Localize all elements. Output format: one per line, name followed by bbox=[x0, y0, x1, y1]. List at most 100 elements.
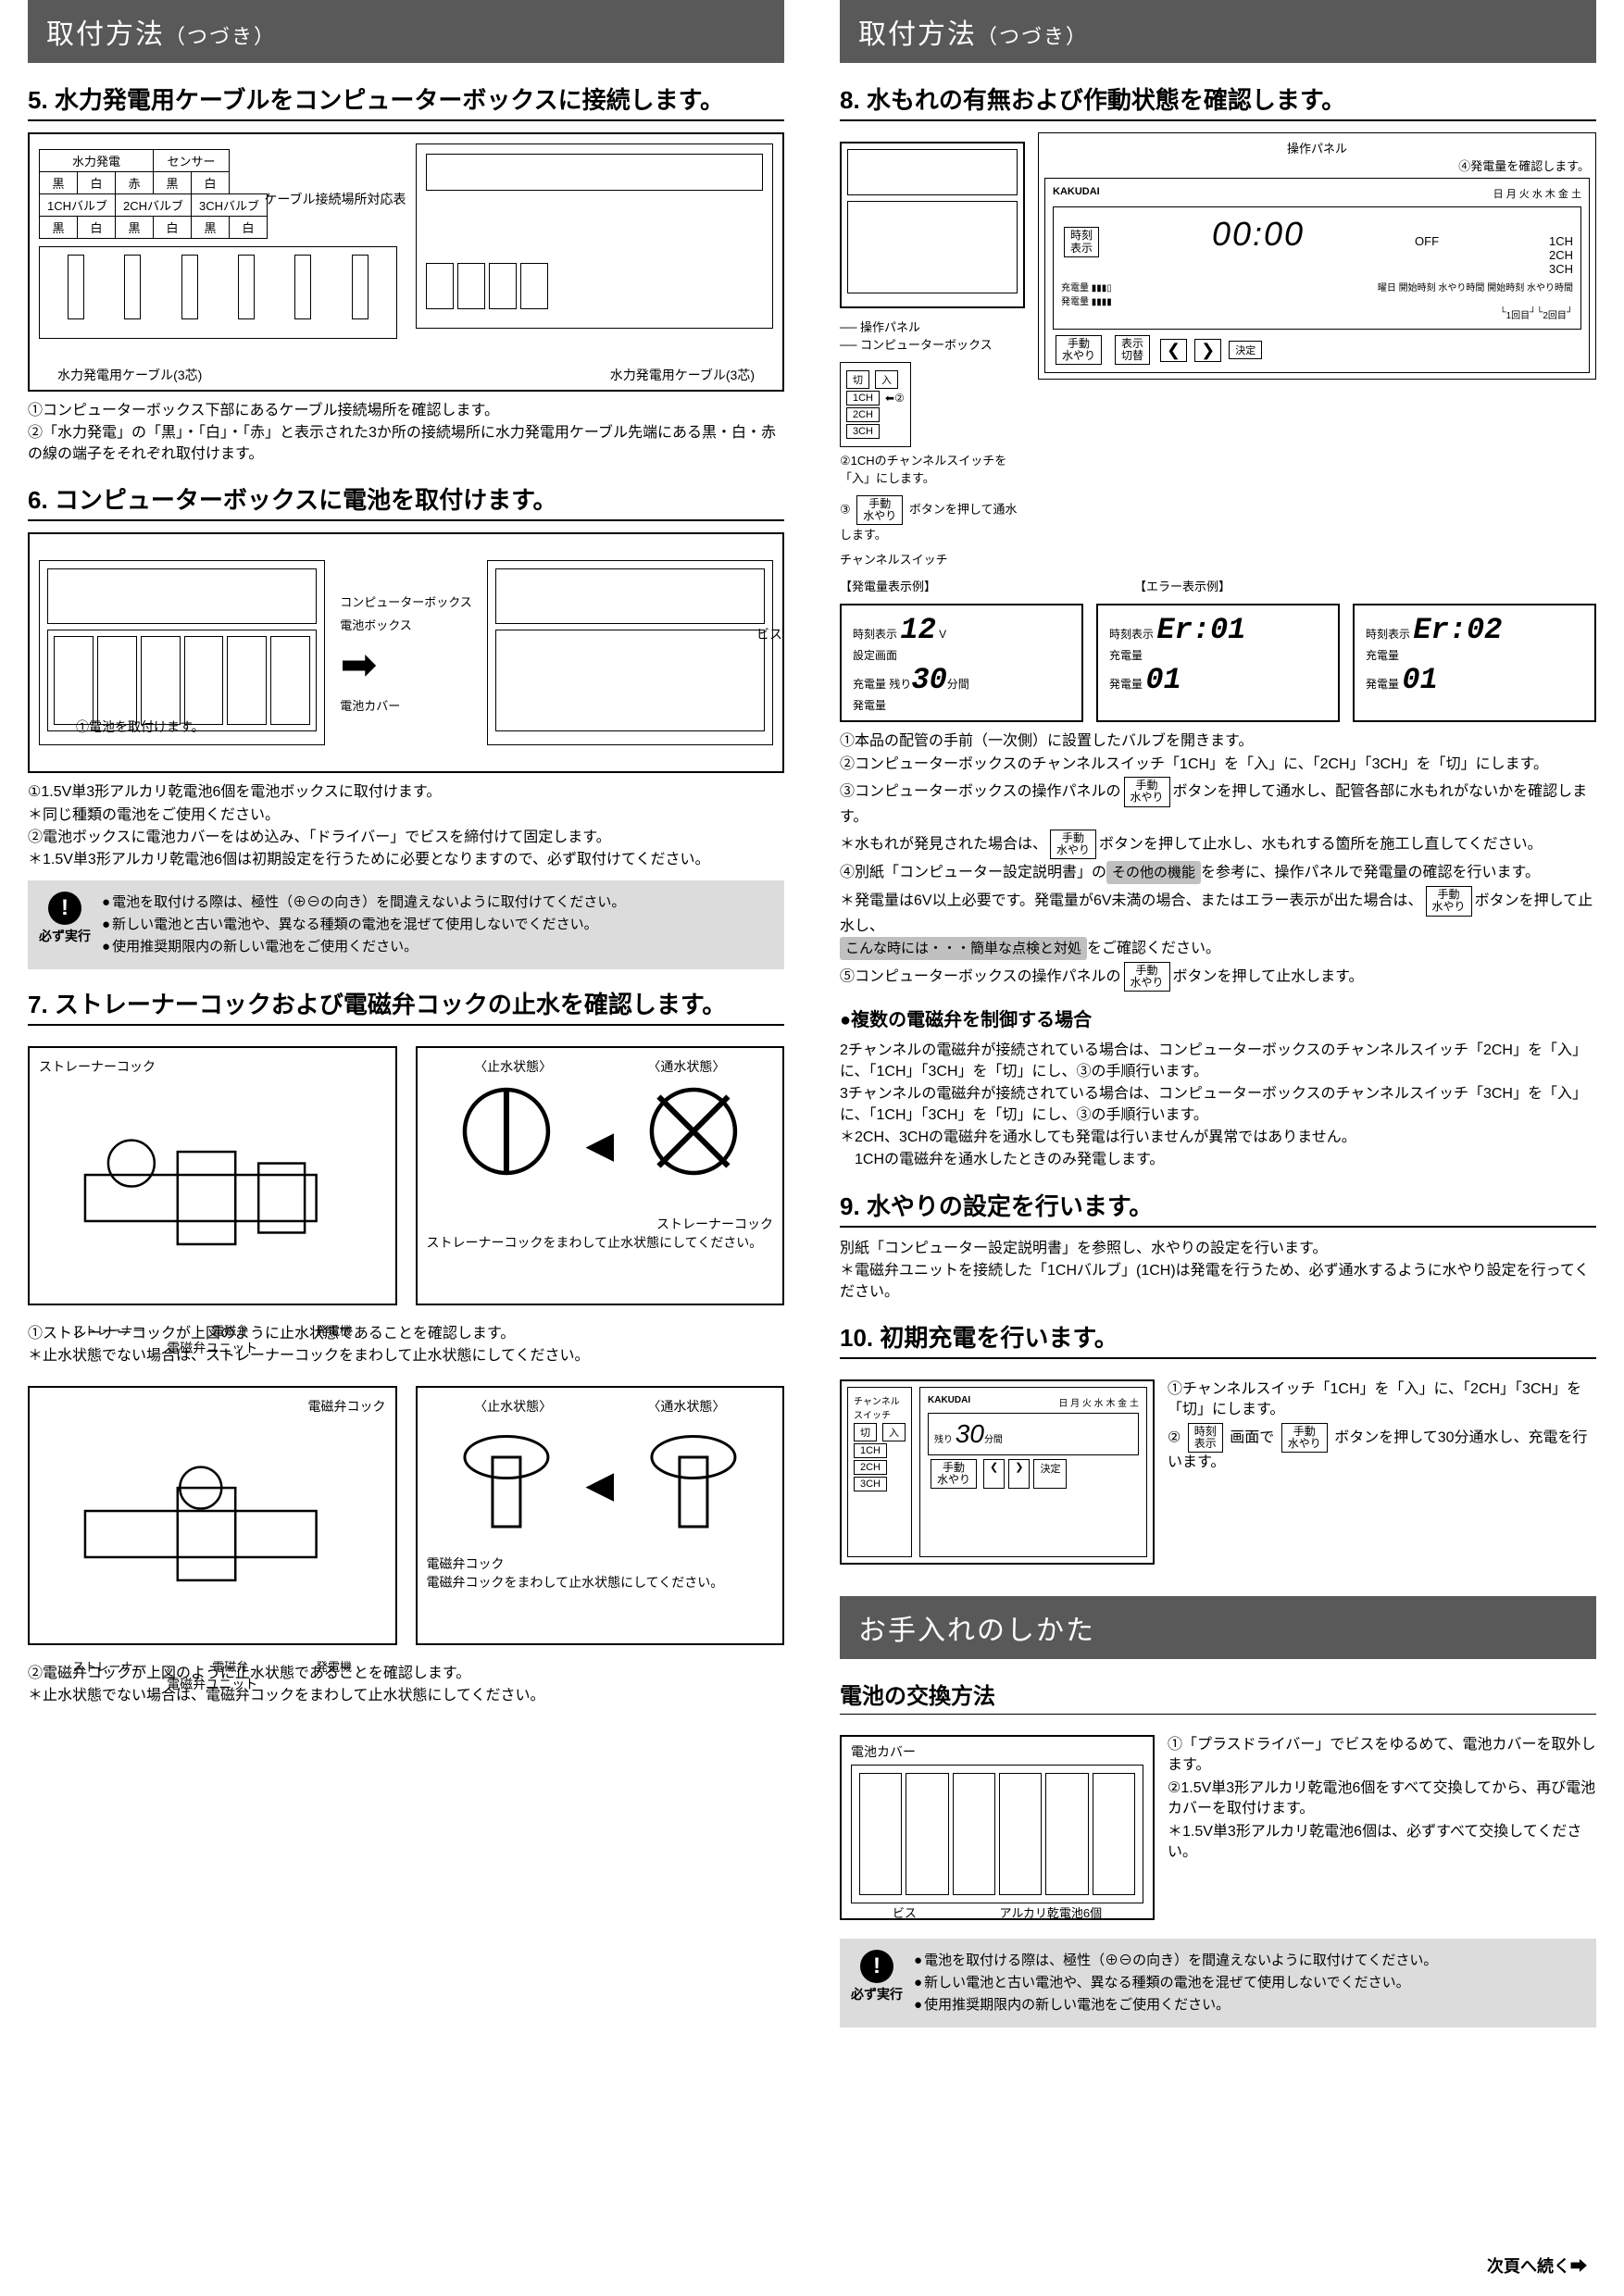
s6n2: 新しい電池と古い電池や、異なる種類の電池を混ぜて使用しないでください。 bbox=[102, 914, 625, 936]
mc2: ②1.5V単3形アルカリ乾電池6個をすべて交換してから、再び電池カバーを取付けま… bbox=[1168, 1778, 1596, 1820]
s10-ch-switch: チャンネルスイッチ 切入 1CH 2CH 3CH bbox=[847, 1387, 912, 1557]
m-batt: アルカリ乾電池6個 bbox=[999, 1903, 1102, 1921]
ch2-switch[interactable]: 2CH bbox=[846, 407, 880, 422]
s8m4: 1CHの電磁弁を通水したときのみ発電します。 bbox=[840, 1150, 1596, 1170]
s10-ch2[interactable]: 2CH bbox=[854, 1460, 887, 1475]
s6-lbl-screw: ビス bbox=[756, 625, 782, 643]
section5-title: 5. 水力発電用ケーブルをコンピューターボックスに接続します。 bbox=[28, 81, 784, 121]
tv-4: 白 bbox=[154, 217, 192, 239]
s8-lbl-box-arrow: ── コンピューターボックス bbox=[840, 335, 1025, 353]
s8c4: ④別紙「コンピューター設定説明書」のその他の機能を参考に、操作パネルで発電量の確… bbox=[840, 861, 1596, 884]
section10-title: 10. 初期充電を行います。 bbox=[840, 1319, 1596, 1359]
s6c2: ＊同じ種類の電池をご使用ください。 bbox=[28, 805, 784, 826]
label-cable-right: 水力発電用ケーブル(3芯) bbox=[610, 366, 755, 384]
s8m3: ＊2CH、3CHの電磁弁を通水しても発電は行いませんが異常ではありません。 bbox=[840, 1128, 1596, 1148]
s7-lbl-strainer-cock: ストレーナーコック bbox=[39, 1057, 386, 1076]
s7-lbl-valve: 電磁弁 bbox=[212, 1321, 248, 1339]
tv-1: 黒 bbox=[40, 217, 78, 239]
s8-step4: ④発電量を確認します。 bbox=[1044, 156, 1590, 174]
s7-lbl-valve2: 電磁弁 bbox=[212, 1657, 248, 1675]
s7-lbl-gen: 発電機 bbox=[316, 1321, 352, 1339]
next-btn[interactable]: ❯ bbox=[1194, 339, 1221, 362]
s8-lbl-panel-arrow: ── 操作パネル bbox=[840, 318, 1025, 335]
s9c2: ＊電磁弁ユニットを接続した「1CHバルブ」(1CH)は発電を行うため、必ず通水す… bbox=[840, 1261, 1596, 1303]
maint-captions: ①「プラスドライバー」でビスをゆるめて、電池カバーを取外します。 ②1.5V単3… bbox=[1168, 1735, 1596, 1920]
ch1-switch[interactable]: 1CH bbox=[846, 391, 880, 406]
note-label: 必ず実行 bbox=[39, 927, 91, 945]
s10-val: 30 bbox=[956, 1419, 984, 1448]
gen-ex-title: 【発電量表示例】 bbox=[840, 577, 936, 594]
s7-stop: 〈止水状態〉 bbox=[474, 1057, 552, 1076]
prev-btn[interactable]: ❮ bbox=[1160, 339, 1187, 362]
s10-manual[interactable]: 手動水やり bbox=[931, 1459, 977, 1489]
s10c2: ② 時刻表示 画面で 手動水やり ボタンを押して30分通水し、充電を行います。 bbox=[1168, 1423, 1596, 1474]
header-sub: （つづき） bbox=[165, 25, 276, 48]
s8-multi-title: ●複数の電磁弁を制御する場合 bbox=[840, 1004, 1596, 1031]
manual-btn-inline4: 手動水やり bbox=[1124, 962, 1170, 992]
s10-diagram: チャンネルスイッチ 切入 1CH 2CH 3CH KAKUDAI 日 月 火 水… bbox=[840, 1379, 1155, 1565]
tv-5: 黒 bbox=[192, 217, 230, 239]
maintenance-note: ! 必ず実行 電池を取付ける際は、極性（⊕⊖の向き）を間違えないように取付けてく… bbox=[840, 1939, 1596, 2028]
exclamation-icon: ! bbox=[48, 892, 81, 925]
ch3-switch[interactable]: 3CH bbox=[846, 424, 880, 439]
decide-btn[interactable]: 決定 bbox=[1229, 341, 1262, 359]
s10-chlabel: チャンネルスイッチ bbox=[854, 1393, 906, 1421]
section7-title: 7. ストレーナーコックおよび電磁弁コックの止水を確認します。 bbox=[28, 986, 784, 1026]
s10-ch1[interactable]: 1CH bbox=[854, 1443, 887, 1458]
section6-title: 6. コンピューターボックスに電池を取付けます。 bbox=[28, 481, 784, 521]
maint-diagram: 電池カバー ビス アルカリ乾電池6個 bbox=[840, 1735, 1155, 1920]
right-header: 取付方法（つづき） bbox=[840, 0, 1596, 63]
t-1ch: 1CHバルブ bbox=[40, 194, 116, 217]
s10-decide[interactable]: 決定 bbox=[1033, 1459, 1067, 1489]
t-r: 赤 bbox=[116, 172, 154, 194]
clock-display-btn: 時刻表示 bbox=[1064, 227, 1099, 256]
s7-lbl-vc2: 電磁弁コック bbox=[427, 1554, 774, 1573]
manual-btn-inline2: 手動水やり bbox=[1050, 830, 1096, 859]
s10-next[interactable]: ❯ bbox=[1008, 1459, 1030, 1489]
s10-ch3[interactable]: 3CH bbox=[854, 1477, 887, 1491]
mc1: ①「プラスドライバー」でビスをゆるめて、電池カバーを取外します。 bbox=[1168, 1735, 1596, 1777]
s7-diagram1-left: ストレーナーコック ストレーナー 電磁弁 発電機 電磁弁ユニット bbox=[28, 1046, 397, 1305]
s6n3: 使用推奨期限内の新しい電池をご使用ください。 bbox=[102, 936, 625, 958]
highlight-trouble: こんな時には・・・簡単な点検と対処 bbox=[840, 937, 1087, 960]
mn1: 電池を取付ける際は、極性（⊕⊖の向き）を間違えないように取付けてください。 bbox=[914, 1950, 1437, 1972]
s7-lbl-vc: 電磁弁コック bbox=[39, 1397, 386, 1416]
manual-btn-inline3: 手動水やり bbox=[1426, 886, 1472, 916]
section5-captions: ①コンピューターボックス下部にあるケーブル接続場所を確認します。 ②「水力発電」… bbox=[28, 401, 784, 465]
s5c2: ②「水力発電」の「黒」・「白」・「赤」と表示された3か所の接続場所に水力発電用ケ… bbox=[28, 423, 784, 465]
brand-label: KAKUDAI bbox=[1053, 186, 1100, 201]
manual-button-icon[interactable]: 手動水やり bbox=[856, 495, 903, 525]
s10-prev[interactable]: ❮ bbox=[983, 1459, 1005, 1489]
tv-6: 白 bbox=[230, 217, 268, 239]
section8-title: 8. 水もれの有無および作動状態を確認します。 bbox=[840, 81, 1596, 121]
s10-days: 日 月 火 水 木 金 土 bbox=[1058, 1395, 1139, 1409]
mn2: 新しい電池と古い電池や、異なる種類の電池を混ぜて使用しないでください。 bbox=[914, 1972, 1437, 1994]
s7-lbl-strainer: ストレーナー bbox=[72, 1321, 144, 1339]
s7-diagram2-right: 〈止水状態〉 〈通水状態〉 ◀ 電磁弁コック 電磁弁コックをまわして止水状態にし… bbox=[416, 1386, 785, 1645]
disp-btn[interactable]: 表示切替 bbox=[1115, 335, 1150, 365]
t-b: 黒 bbox=[40, 172, 78, 194]
channel-switch: 切入 1CH⬅② 2CH 3CH bbox=[840, 362, 911, 447]
tv-2: 白 bbox=[78, 217, 116, 239]
section6-diagram: ①電池を取付けます。 コンピューターボックス 電池ボックス ➡ 電池カバー ビス bbox=[28, 532, 784, 773]
s7-lbl-sc2: ストレーナーコック bbox=[427, 1215, 774, 1233]
manual-btn[interactable]: 手動水やり bbox=[1056, 335, 1102, 365]
on-label: 入 bbox=[875, 370, 898, 389]
section9-title: 9. 水やりの設定を行います。 bbox=[840, 1188, 1596, 1228]
s8c1: ①本品の配管の手前（一次側）に設置したバルブを開きます。 bbox=[840, 731, 1596, 752]
s6-lbl-battery: 電池ボックス bbox=[340, 616, 472, 633]
s6c1: ①1.5V単3形アルカリ乾電池6個を電池ボックスに取付けます。 bbox=[28, 782, 784, 803]
s7-lbl-strainer2: ストレーナー bbox=[72, 1657, 144, 1675]
s6c4: ＊1.5V単3形アルカリ乾電池6個は初期設定を行うために必要となりますので、必ず… bbox=[28, 850, 784, 870]
footer-continue: 次頁へ続く➡ bbox=[1487, 2253, 1587, 2277]
s8m1: 2チャンネルの電磁弁が接続されている場合は、コンピューターボックスのチャンネルス… bbox=[840, 1041, 1596, 1082]
manual-btn-inline5: 手動水やり bbox=[1281, 1423, 1328, 1453]
s8c-leak: ＊水もれが発見された場合は、手動水やりボタンを押して止水し、水もれする箇所を施工… bbox=[840, 830, 1596, 859]
header2-title: 取付方法 bbox=[858, 19, 977, 50]
s7-lbl-gen2: 発電機 bbox=[316, 1657, 352, 1675]
s6c3: ②電池ボックスに電池カバーをはめ込み、「ドライバー」でビスを締付けて固定します。 bbox=[28, 828, 784, 848]
s6-lbl-computer: コンピューターボックス bbox=[340, 593, 472, 610]
t-3ch: 3CHバルブ bbox=[192, 194, 268, 217]
note-label2: 必ず実行 bbox=[851, 1985, 903, 2003]
label-cable-left: 水力発電用ケーブル(3芯) bbox=[57, 366, 202, 384]
